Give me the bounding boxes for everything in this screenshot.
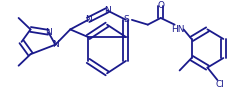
Text: N: N [52, 40, 58, 49]
Text: S: S [122, 15, 128, 24]
Text: N: N [45, 28, 52, 37]
Text: N: N [103, 6, 110, 15]
Text: HN: HN [170, 25, 184, 34]
Text: N: N [84, 15, 91, 24]
Text: Cl: Cl [215, 80, 224, 89]
Text: O: O [157, 1, 164, 10]
